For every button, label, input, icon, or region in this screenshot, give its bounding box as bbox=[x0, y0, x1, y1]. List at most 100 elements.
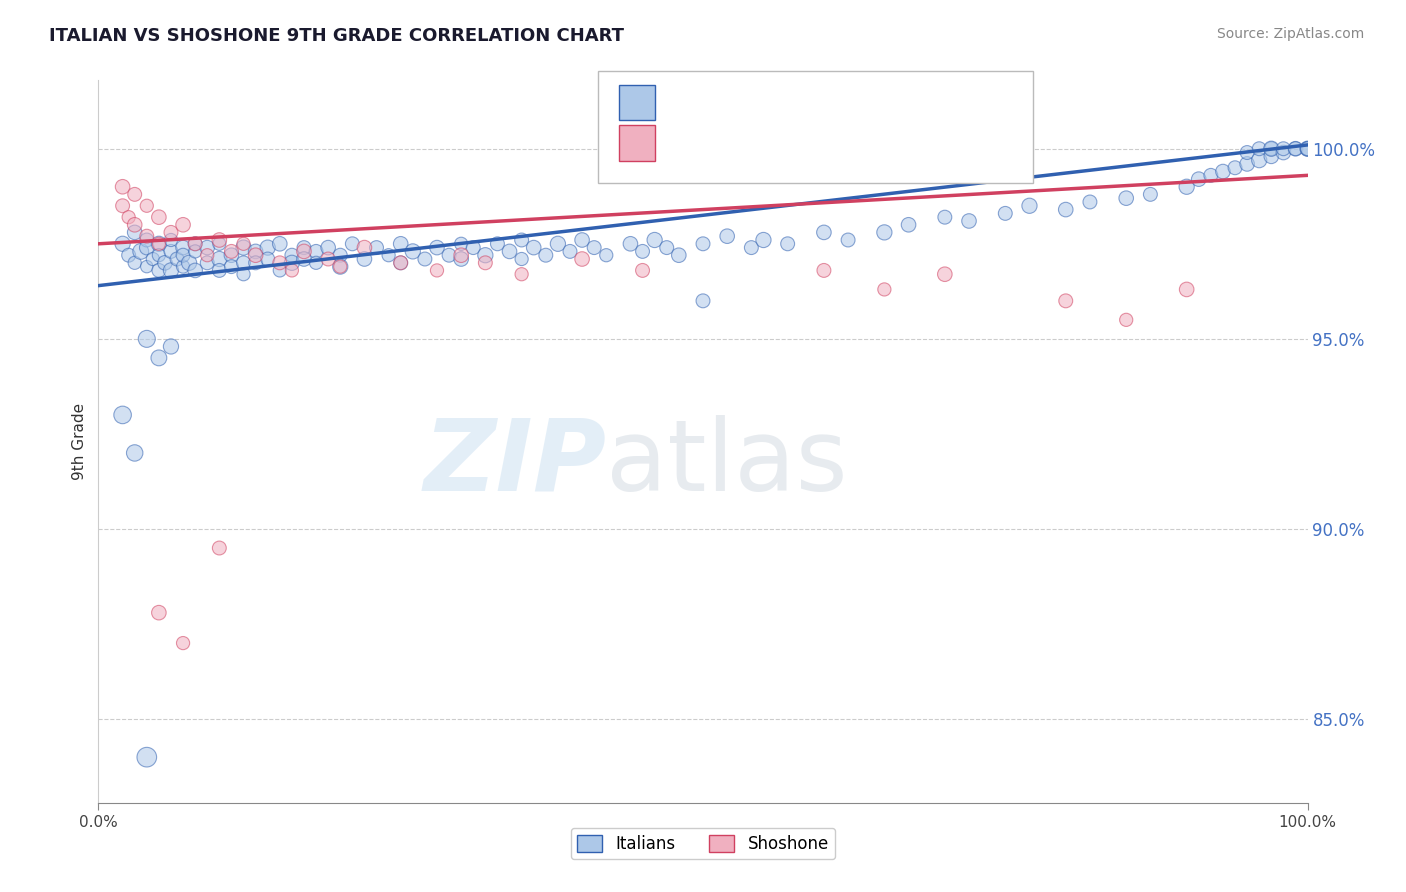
Point bbox=[583, 241, 606, 255]
Point bbox=[245, 248, 267, 262]
Point bbox=[644, 233, 666, 247]
Point bbox=[135, 199, 157, 213]
Point bbox=[245, 256, 267, 270]
Point bbox=[172, 241, 194, 255]
Point bbox=[208, 233, 231, 247]
Point bbox=[208, 252, 231, 266]
Point bbox=[437, 248, 460, 262]
Point bbox=[1272, 142, 1295, 156]
Point bbox=[166, 252, 188, 266]
Point bbox=[1139, 187, 1161, 202]
Point bbox=[232, 256, 254, 270]
Point bbox=[1054, 202, 1077, 217]
Point bbox=[269, 256, 291, 270]
Point bbox=[269, 236, 291, 251]
Point bbox=[994, 206, 1017, 220]
Point bbox=[172, 260, 194, 274]
Point bbox=[118, 248, 141, 262]
Point bbox=[160, 233, 183, 247]
Point bbox=[1212, 164, 1234, 178]
Point bbox=[1199, 169, 1222, 183]
Point bbox=[547, 236, 569, 251]
Point bbox=[269, 263, 291, 277]
Point bbox=[292, 241, 315, 255]
Point bbox=[184, 236, 207, 251]
Point bbox=[305, 244, 328, 259]
Point bbox=[486, 236, 509, 251]
Point bbox=[232, 241, 254, 255]
Point bbox=[957, 214, 980, 228]
Point bbox=[172, 248, 194, 262]
Point bbox=[1018, 199, 1040, 213]
Point bbox=[160, 244, 183, 259]
Point bbox=[571, 252, 593, 266]
Point bbox=[1296, 142, 1319, 156]
Point bbox=[1260, 142, 1282, 156]
Point bbox=[111, 408, 134, 422]
Text: ITALIAN VS SHOSHONE 9TH GRADE CORRELATION CHART: ITALIAN VS SHOSHONE 9TH GRADE CORRELATIO… bbox=[49, 27, 624, 45]
Point bbox=[934, 210, 956, 224]
Point bbox=[135, 332, 157, 346]
Point bbox=[232, 267, 254, 281]
Point bbox=[245, 244, 267, 259]
Point bbox=[124, 226, 146, 240]
Point bbox=[668, 248, 690, 262]
Point bbox=[153, 256, 176, 270]
Point bbox=[221, 260, 243, 274]
Point bbox=[129, 244, 152, 259]
Point bbox=[195, 241, 218, 255]
Point bbox=[1272, 145, 1295, 160]
Point bbox=[256, 241, 278, 255]
Point bbox=[498, 244, 520, 259]
Point bbox=[184, 263, 207, 277]
Point bbox=[124, 256, 146, 270]
Point bbox=[523, 241, 546, 255]
Point bbox=[474, 248, 496, 262]
Point bbox=[316, 241, 339, 255]
Point bbox=[402, 244, 425, 259]
Point bbox=[184, 236, 207, 251]
Point bbox=[184, 244, 207, 259]
Point bbox=[221, 248, 243, 262]
Point bbox=[474, 256, 496, 270]
Point bbox=[426, 263, 449, 277]
Point bbox=[897, 218, 920, 232]
Point bbox=[111, 236, 134, 251]
Point bbox=[776, 236, 799, 251]
Point bbox=[353, 241, 375, 255]
Point bbox=[873, 282, 896, 296]
Point bbox=[450, 236, 472, 251]
Point bbox=[1115, 313, 1137, 327]
Point bbox=[534, 248, 557, 262]
Point bbox=[111, 199, 134, 213]
Point bbox=[353, 252, 375, 266]
Point bbox=[195, 256, 218, 270]
Point bbox=[450, 252, 472, 266]
Text: R = 0.780   N = 134: R = 0.780 N = 134 bbox=[664, 94, 860, 112]
Point bbox=[450, 248, 472, 262]
Point bbox=[366, 241, 388, 255]
Point bbox=[1236, 145, 1258, 160]
Point bbox=[740, 241, 762, 255]
Point bbox=[813, 226, 835, 240]
Point bbox=[148, 210, 170, 224]
Point bbox=[256, 252, 278, 266]
Point bbox=[208, 263, 231, 277]
Point bbox=[426, 241, 449, 255]
Point bbox=[148, 351, 170, 365]
Point bbox=[329, 260, 352, 274]
Point bbox=[837, 233, 859, 247]
Point bbox=[377, 248, 399, 262]
Point bbox=[342, 236, 364, 251]
Point bbox=[160, 226, 183, 240]
Point bbox=[692, 293, 714, 308]
Point bbox=[510, 252, 533, 266]
Point bbox=[655, 241, 678, 255]
Point bbox=[1223, 161, 1246, 175]
Point bbox=[1260, 142, 1282, 156]
Point bbox=[619, 236, 641, 251]
Point bbox=[631, 263, 654, 277]
Point bbox=[934, 267, 956, 281]
Point bbox=[208, 541, 231, 555]
Point bbox=[135, 229, 157, 244]
